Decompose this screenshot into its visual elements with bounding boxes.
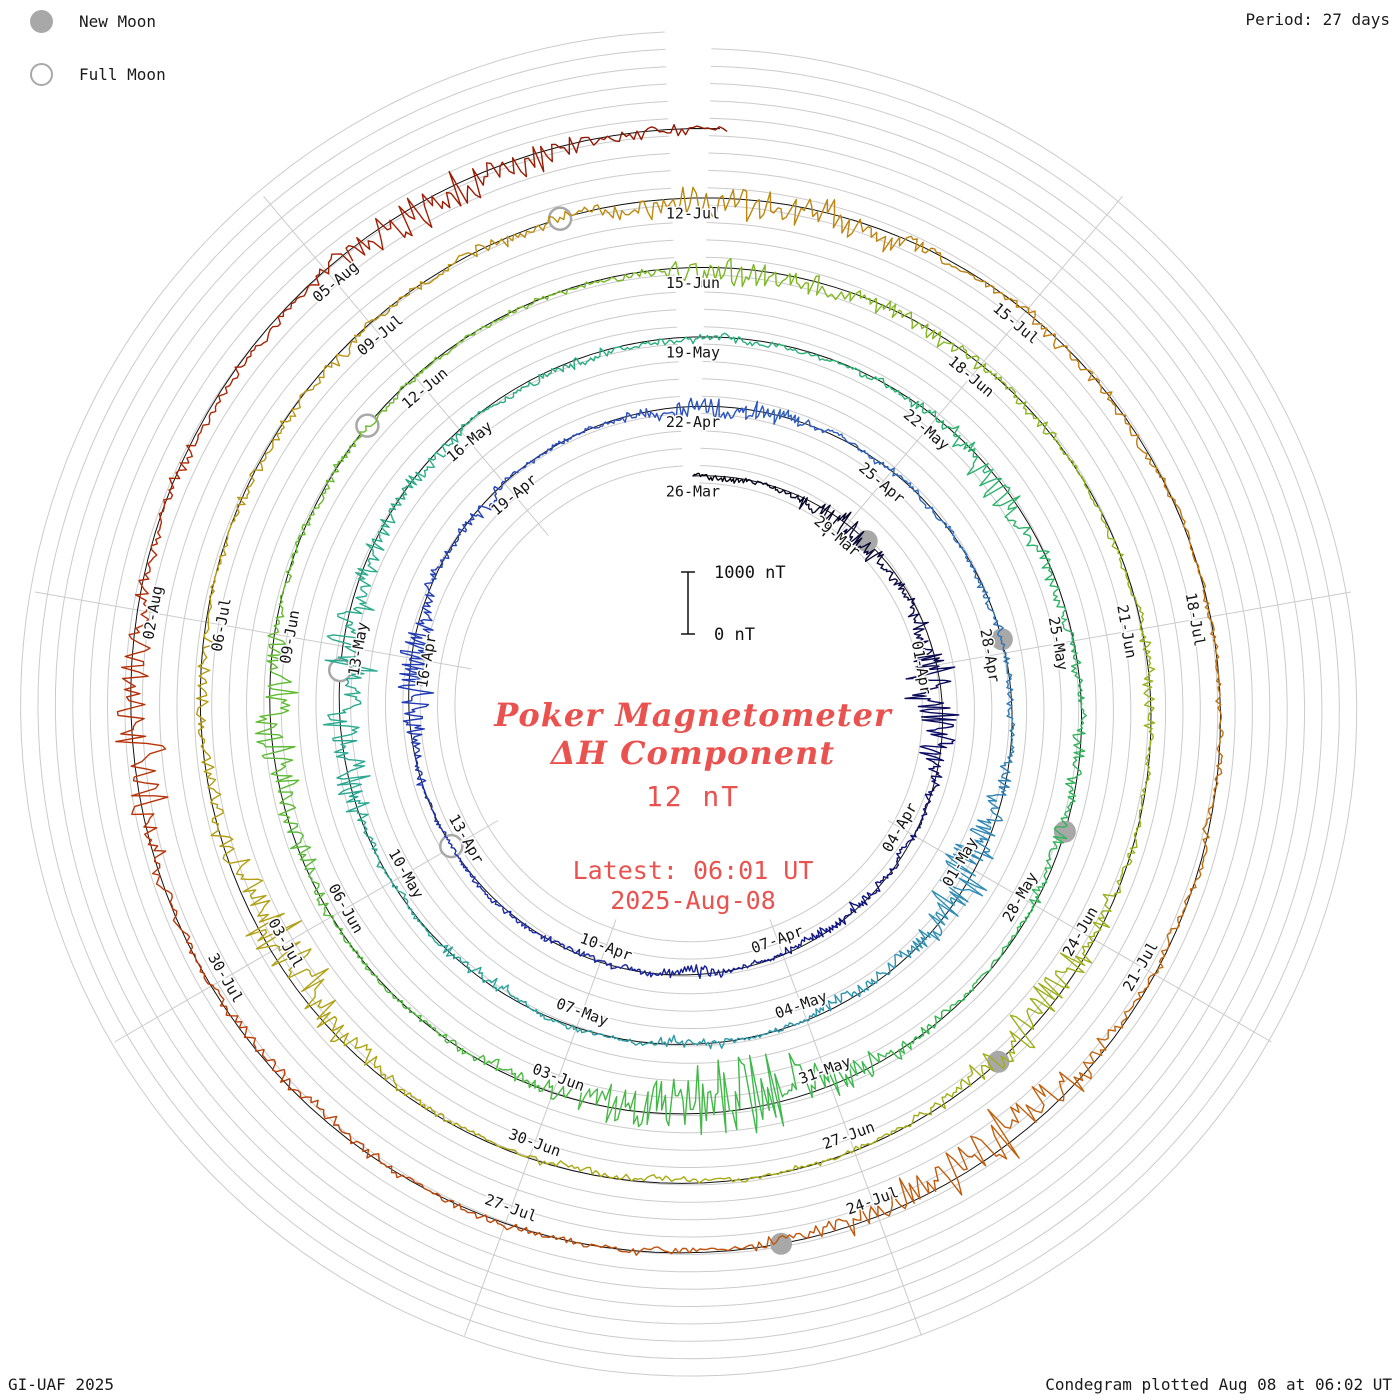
scale-top-label: 1000 nT	[714, 563, 786, 583]
scale-zero-label: 0 nT	[714, 625, 755, 645]
new-moon-marker	[990, 628, 1013, 651]
scale-bar: 1000 nT 0 nT	[681, 563, 786, 645]
date-label: 24-Jul	[844, 1183, 901, 1218]
date-label: 21-Jul	[1119, 938, 1162, 994]
date-label: 25-Apr	[855, 459, 908, 508]
date-label: 18-Jun	[945, 352, 998, 401]
date-label: 02-Aug	[139, 584, 166, 640]
date-label: 26-Mar	[666, 483, 720, 501]
date-label: 12-Jun	[398, 364, 451, 413]
date-label: 01-Apr	[908, 639, 935, 695]
full-moon-icon	[30, 63, 53, 86]
period-label: Period: 27 days	[1245, 10, 1391, 29]
new-moon-label: New Moon	[79, 12, 157, 31]
date-label: 06-Jul	[208, 597, 235, 653]
date-label: 16-May	[443, 417, 496, 466]
date-label: 27-Jul	[482, 1190, 539, 1225]
full-moon-label: Full Moon	[79, 65, 166, 84]
delta-h-trace	[115, 124, 1224, 1256]
date-label: 12-Jul	[666, 205, 720, 223]
date-label: 15-Jun	[666, 274, 720, 292]
date-label: 25-May	[1045, 615, 1072, 671]
legend-full-moon: Full Moon	[30, 63, 166, 86]
date-label: 24-Jun	[1059, 904, 1102, 960]
date-label: 22-Apr	[666, 413, 720, 431]
date-label: 28-May	[999, 869, 1042, 925]
date-label: 27-Jun	[820, 1118, 877, 1153]
date-label: 10-May	[385, 846, 428, 902]
date-label: 19-May	[666, 344, 720, 362]
moon-legend: New Moon Full Moon	[30, 10, 166, 116]
date-label: 03-Jul	[264, 915, 307, 971]
date-label: 30-Jul	[204, 950, 247, 1006]
date-label: 04-Apr	[878, 799, 921, 855]
credit-label: GI-UAF 2025	[8, 1375, 114, 1394]
plotted-label: Condegram plotted Aug 08 at 06:02 UT	[1045, 1375, 1392, 1394]
date-label: 30-Jun	[506, 1125, 563, 1160]
full-moon-marker	[547, 206, 573, 231]
date-label: 07-Apr	[749, 922, 806, 957]
new-moon-icon	[30, 10, 53, 33]
grid-rings	[20, 31, 1358, 1377]
date-label: 10-Apr	[578, 929, 635, 964]
legend-new-moon: New Moon	[30, 10, 166, 33]
date-label: 04-May	[772, 987, 829, 1022]
date-label: 06-Jun	[324, 880, 367, 936]
date-label: 21-Jun	[1113, 603, 1140, 659]
date-label: 05-Aug	[309, 258, 362, 307]
date-label: 09-Jul	[354, 311, 407, 360]
